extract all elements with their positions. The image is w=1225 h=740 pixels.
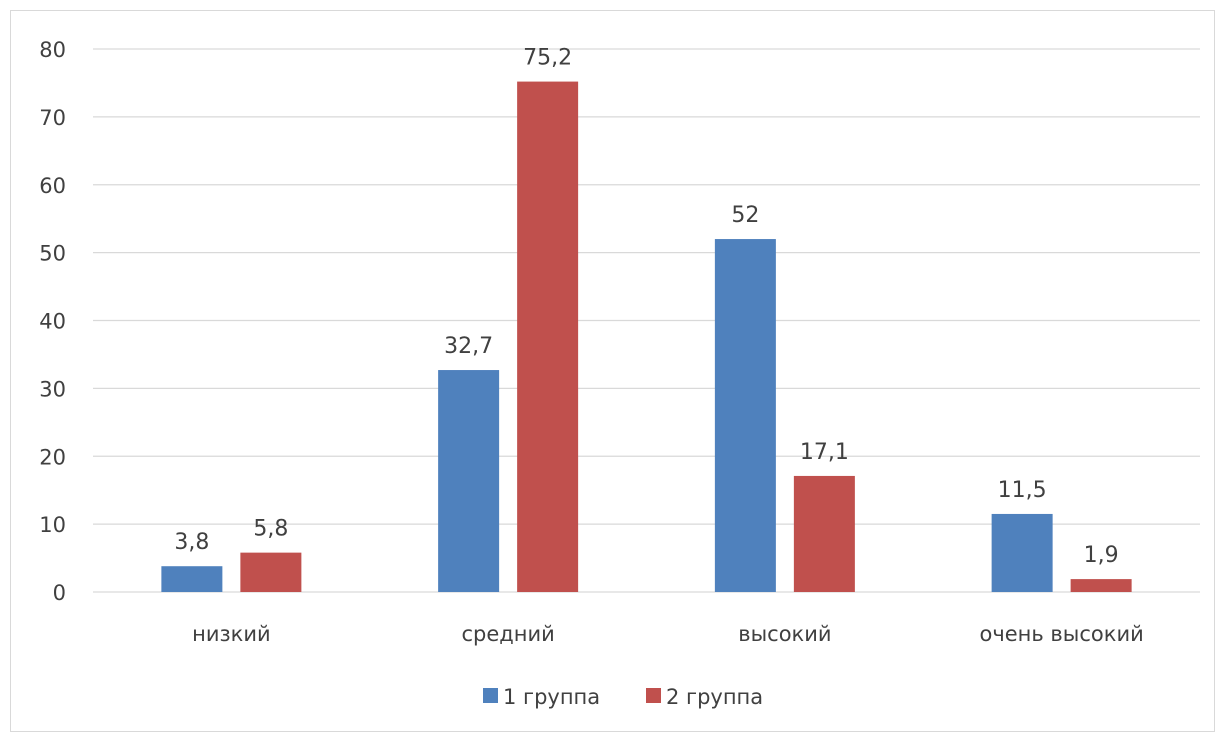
bar xyxy=(161,566,223,592)
data-label: 52 xyxy=(731,203,759,228)
chart-frame xyxy=(10,10,1215,732)
x-tick-label: высокий xyxy=(738,622,831,646)
bar xyxy=(991,513,1053,592)
data-label: 5,8 xyxy=(253,517,288,542)
bar xyxy=(1070,579,1132,592)
legend-label: 2 группа xyxy=(666,685,763,709)
data-label: 1,9 xyxy=(1084,543,1119,568)
data-label: 3,8 xyxy=(174,530,209,555)
data-label: 32,7 xyxy=(444,334,493,359)
y-tick-label: 0 xyxy=(53,581,66,605)
y-tick-label: 30 xyxy=(39,377,66,401)
data-label: 17,1 xyxy=(800,440,849,465)
y-tick-label: 40 xyxy=(39,310,66,334)
y-tick-label: 80 xyxy=(39,38,66,62)
x-tick-label: низкий xyxy=(192,622,271,646)
bar xyxy=(517,81,579,592)
legend-swatch xyxy=(646,688,661,703)
y-tick-label: 10 xyxy=(39,513,66,537)
bar xyxy=(793,475,855,592)
x-tick-label: средний xyxy=(461,622,554,646)
y-tick-label: 70 xyxy=(39,106,66,130)
legend-swatch xyxy=(483,688,498,703)
bar xyxy=(438,370,500,592)
y-tick-label: 20 xyxy=(39,445,66,469)
data-label: 11,5 xyxy=(998,478,1047,503)
y-tick-label: 50 xyxy=(39,242,66,266)
y-tick-label: 60 xyxy=(39,174,66,198)
bar xyxy=(240,552,302,592)
legend-label: 1 группа xyxy=(503,685,600,709)
data-label: 75,2 xyxy=(523,46,572,71)
x-tick-label: очень высокий xyxy=(979,622,1143,646)
bar xyxy=(714,239,776,593)
